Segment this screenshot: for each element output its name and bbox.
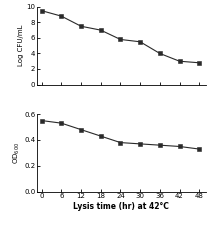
Y-axis label: OD$_{600}$: OD$_{600}$ [12, 142, 22, 164]
X-axis label: Lysis time (hr) at 42°C: Lysis time (hr) at 42°C [73, 202, 169, 211]
Y-axis label: Log CFU/mL: Log CFU/mL [18, 25, 24, 67]
